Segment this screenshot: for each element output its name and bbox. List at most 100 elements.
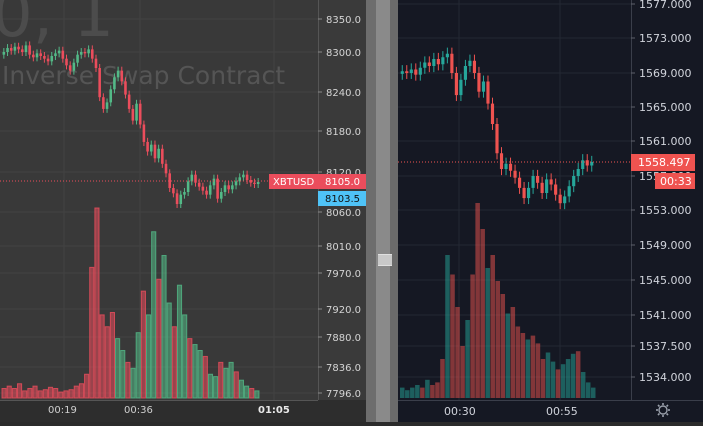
left-volume-bar xyxy=(11,388,17,399)
left-candle-body xyxy=(94,58,98,68)
right-candle-body xyxy=(432,59,436,66)
right-candle-body xyxy=(508,163,513,171)
right-time-axis[interactable] xyxy=(398,400,703,422)
left-price-tick-label: 7880.0 xyxy=(326,333,361,344)
gear-icon[interactable] xyxy=(656,403,670,417)
right-candle-body xyxy=(477,73,481,92)
left-volume-bar xyxy=(140,290,146,399)
right-candle-body xyxy=(463,66,467,80)
left-candle-body xyxy=(68,65,72,71)
left-price-tag-value: 8105.0 xyxy=(325,177,360,188)
left-chart-pane[interactable]: 0, 1 Inverse Swap Contract 8350.08300.08… xyxy=(0,0,366,422)
right-candle-body xyxy=(522,187,526,199)
watermark-symbol: 0, 1 xyxy=(0,0,114,52)
right-candle-body xyxy=(536,176,540,183)
right-volume-bar xyxy=(405,390,410,398)
left-candle-body xyxy=(105,102,109,109)
right-countdown-value: 00:33 xyxy=(660,175,692,188)
left-volume-bar xyxy=(32,385,38,399)
right-volume-bar xyxy=(515,326,521,398)
left-volume-bar xyxy=(161,255,167,399)
left-candle-body xyxy=(76,54,79,63)
right-candle-body xyxy=(486,81,490,104)
right-price-axis[interactable] xyxy=(631,0,703,400)
left-price-tag xyxy=(269,174,366,189)
left-candle-body xyxy=(183,192,186,195)
left-candle-body xyxy=(142,124,146,142)
left-candle-body xyxy=(109,89,113,103)
left-time-axis[interactable] xyxy=(0,400,366,422)
right-volume-bar xyxy=(585,382,591,398)
left-candle-body xyxy=(6,48,9,52)
right-volume-bar xyxy=(460,346,465,398)
right-candle-body xyxy=(405,71,409,73)
left-candle-body xyxy=(223,185,227,192)
right-volume-bar xyxy=(440,359,445,398)
right-candle-body xyxy=(499,153,504,169)
right-volume-bar xyxy=(530,335,536,398)
right-volume-bar xyxy=(590,387,596,398)
left-candle-body xyxy=(127,94,131,109)
right-volume-bar xyxy=(445,255,450,398)
left-candle-body xyxy=(39,53,42,56)
left-time-label: 00:36 xyxy=(124,405,153,416)
left-price-axis-ticks: 8350.0 8300.0 8240.0 8180.0 8120.0 8060.0 8010… xyxy=(318,15,361,400)
right-candle-body xyxy=(527,187,531,199)
left-candle-body xyxy=(201,186,205,191)
left-volume-bar xyxy=(37,390,43,399)
right-candle-body xyxy=(567,186,571,197)
left-volume-bar xyxy=(182,314,188,399)
right-candle-body xyxy=(572,176,576,187)
left-candle-body xyxy=(234,181,238,186)
left-candle-body xyxy=(245,174,249,180)
left-volume-bar xyxy=(145,314,152,399)
left-candle-body xyxy=(28,45,31,55)
left-candle-body xyxy=(168,173,171,188)
left-candle-body xyxy=(120,70,124,82)
left-volume-bar xyxy=(135,332,141,399)
left-candlesticks xyxy=(2,41,260,208)
left-candle-body xyxy=(205,190,208,195)
left-candle-body xyxy=(20,49,24,52)
right-price-tick-label: 1537.500 xyxy=(639,340,692,353)
right-volume-bar xyxy=(520,333,526,398)
right-price-tick-label: 1565.000 xyxy=(639,101,692,114)
right-candle-body xyxy=(481,81,486,92)
left-volume-bar xyxy=(192,344,198,399)
left-candle-body xyxy=(253,182,256,184)
right-volume-bar xyxy=(560,364,566,398)
left-low-tag xyxy=(318,191,366,206)
right-volume-bar xyxy=(480,229,485,398)
left-price-tick-label: 7836.0 xyxy=(326,363,361,374)
right-volume-bar xyxy=(465,320,470,398)
right-candle-body xyxy=(545,179,549,193)
left-candle-body xyxy=(138,103,142,125)
left-volume-bar xyxy=(171,326,177,399)
right-candle-body xyxy=(441,57,445,65)
left-volume-bar xyxy=(16,383,23,399)
left-volume-bar xyxy=(1,388,7,399)
left-low-tag-value: 8103.5 xyxy=(325,194,360,205)
right-price-tick-label: 1569.000 xyxy=(639,67,692,80)
left-price-tick-label: 7796.0 xyxy=(326,389,361,400)
left-candle-body xyxy=(35,53,39,58)
left-volume-bar xyxy=(254,390,260,399)
left-candle-body xyxy=(216,178,219,199)
right-chart-pane[interactable]: 1577.000 1573.000 1569.000 1565.000 1561.000… xyxy=(398,0,703,422)
right-volume-bar xyxy=(540,359,546,398)
right-candle-body xyxy=(581,160,585,169)
right-candle-body xyxy=(495,124,499,154)
right-candle-body xyxy=(504,163,508,169)
left-candle-body xyxy=(220,192,223,199)
right-volume-bar xyxy=(490,255,495,398)
left-candle-body xyxy=(2,52,6,55)
left-volume-bar xyxy=(166,302,172,399)
right-candle-body xyxy=(558,194,562,204)
left-volume-bar xyxy=(187,338,193,399)
left-volume-bar xyxy=(84,373,90,399)
right-volume-bar xyxy=(455,307,460,398)
left-price-tick-label: 8060.0 xyxy=(326,208,361,219)
pane-resize-handle[interactable] xyxy=(378,254,392,266)
right-price-tick-label: 1553.000 xyxy=(639,204,692,217)
left-volume-bar xyxy=(115,338,121,399)
